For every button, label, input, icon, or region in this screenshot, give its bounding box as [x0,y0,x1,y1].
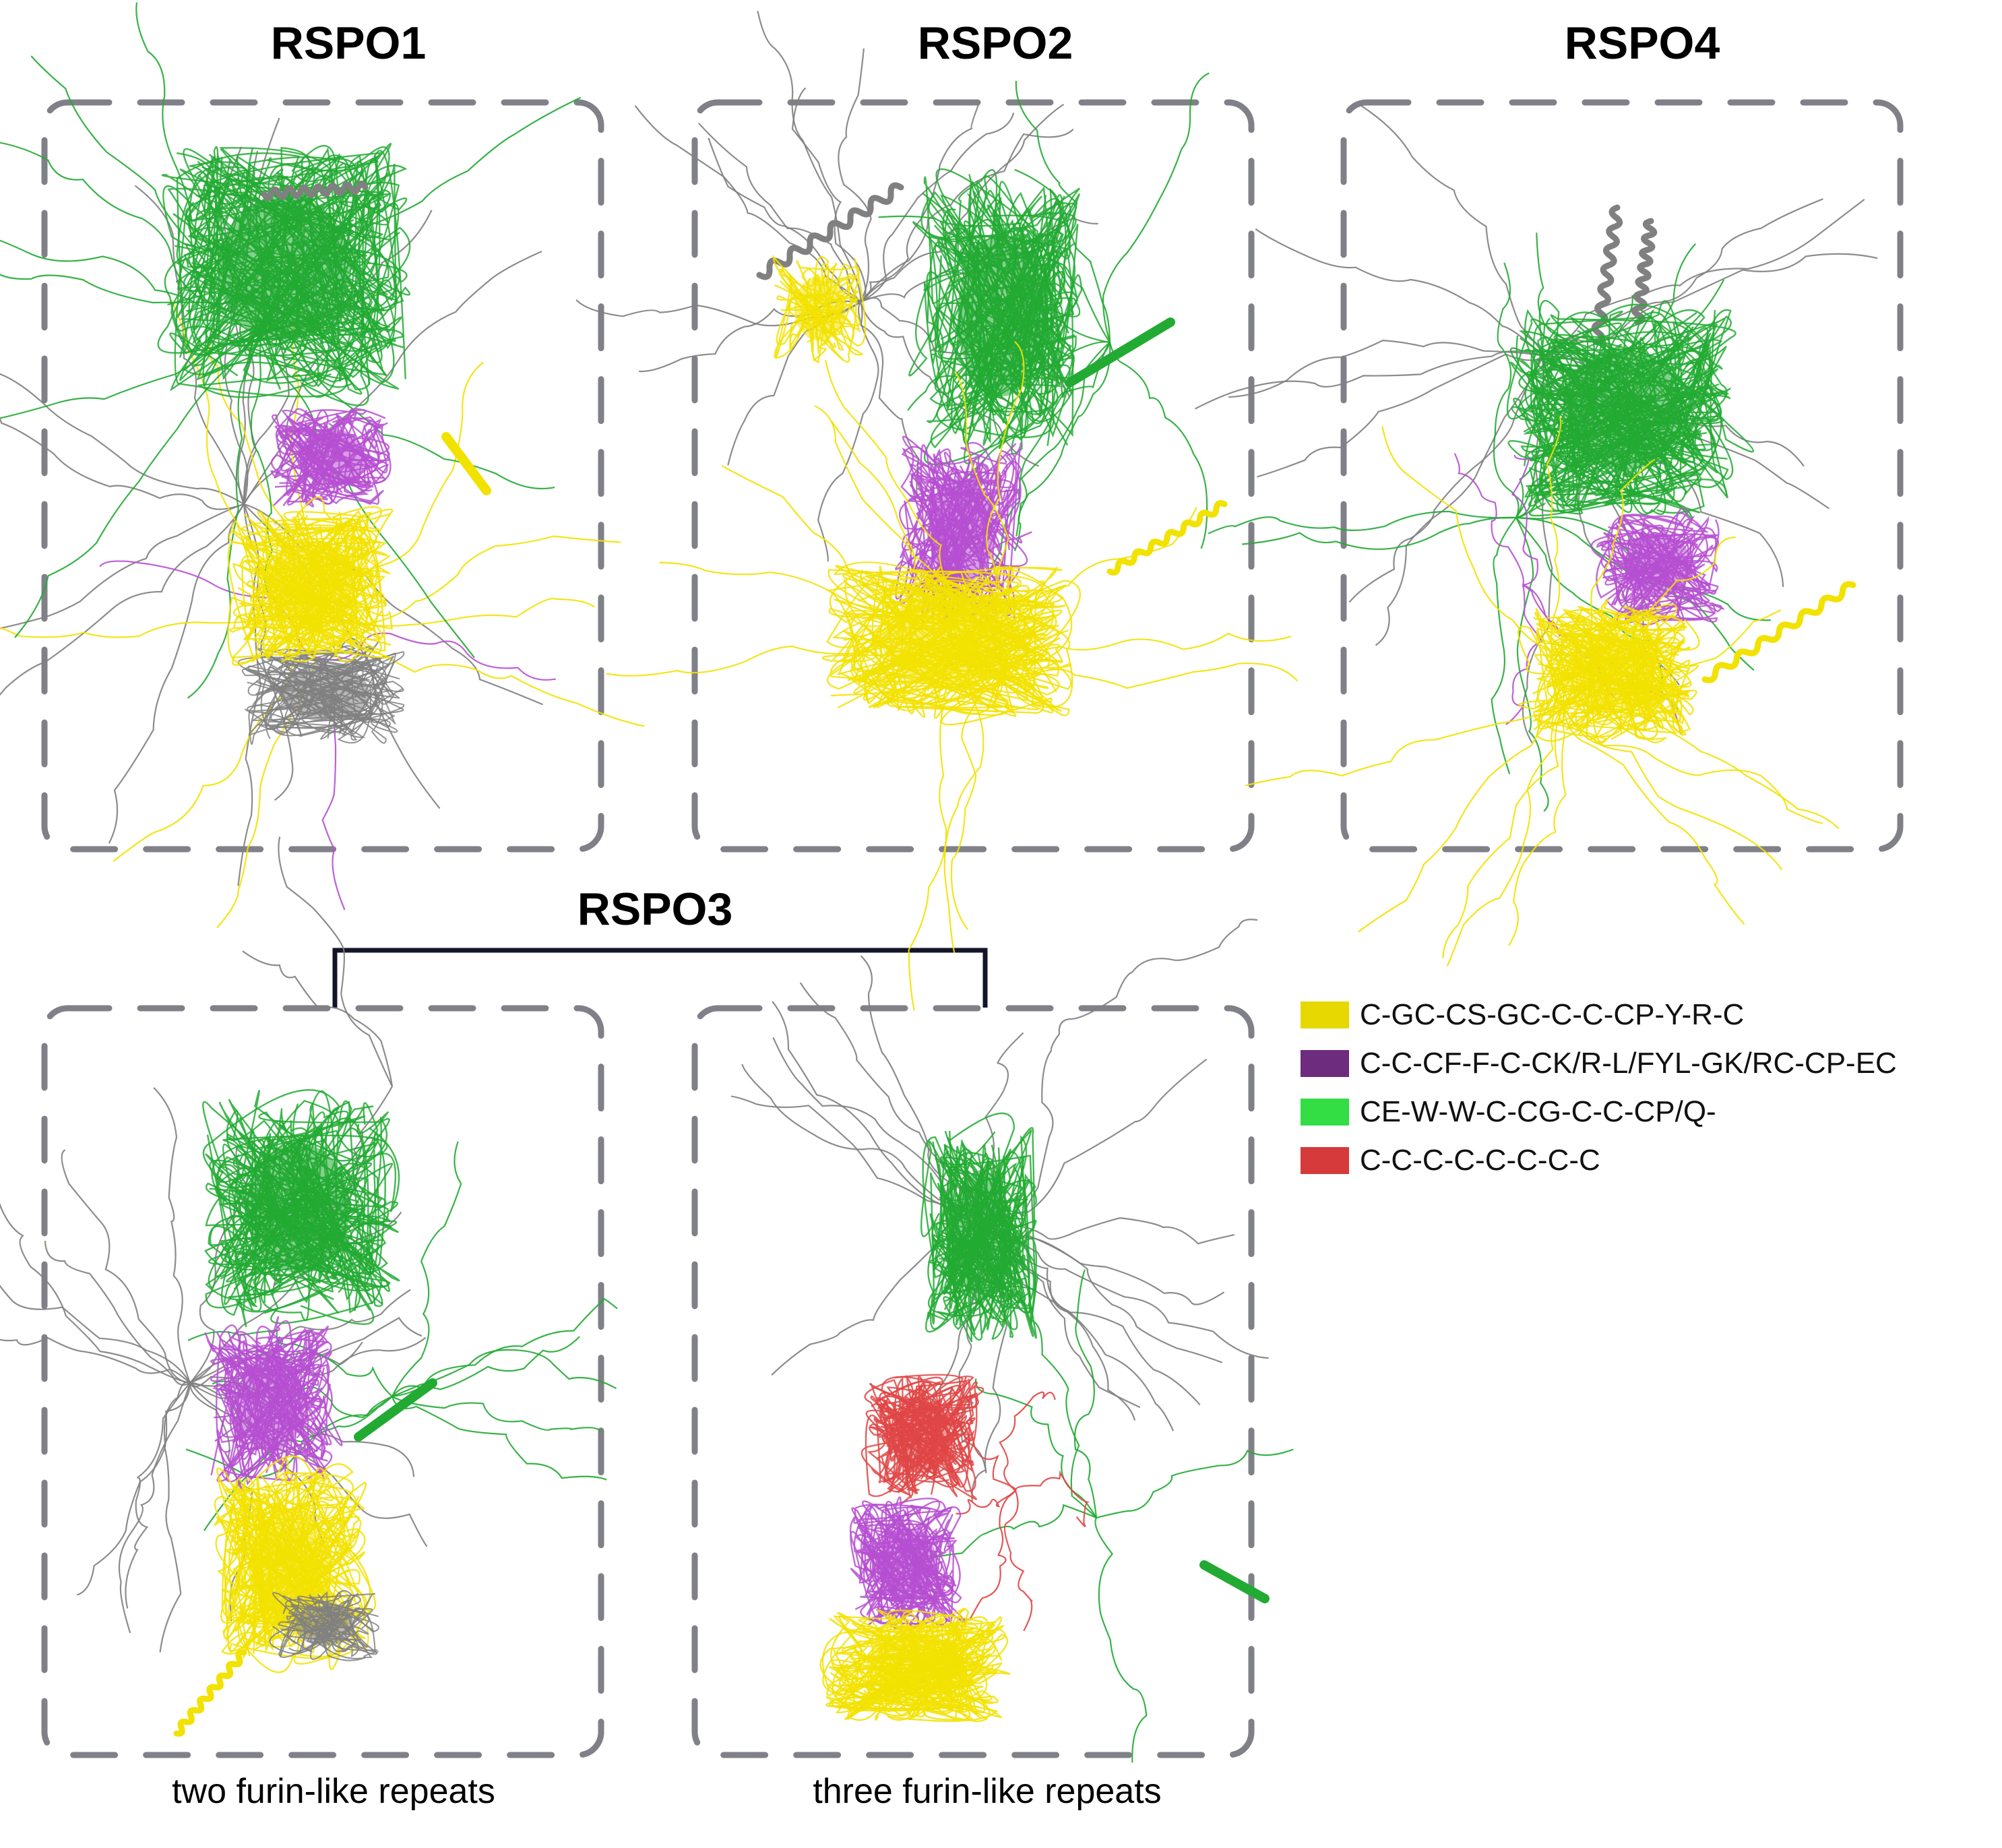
legend-swatch [1301,1002,1349,1028]
legend-item-green-motif: CE-W-W-C-CG-C-C-CP/Q- [1301,1095,2001,1135]
gray-helix [756,182,904,280]
green-strand [1199,1560,1270,1603]
gray-helix [261,180,369,202]
purple-domain [270,408,392,507]
structure-rspo1 [0,2,645,929]
structure-rspo2 [575,11,1299,1011]
dashed-frame [41,99,604,853]
legend-item-purple-motif: C-C-CF-F-C-CK/R-L/FYL-GK/RC-CP-EC [1301,1046,2001,1086]
title-rspo3: RSPO3 [577,884,733,935]
yellow-tails [606,341,1299,1011]
panel-rspo1 [0,2,645,929]
dashed-frame [1340,99,1904,853]
legend-item-yellow-motif: C-GC-CS-GC-C-C-CP-Y-R-C [1301,997,2001,1038]
green-strand [1065,317,1175,388]
red-tails [956,1391,1090,1632]
green-domain [157,143,411,406]
panel-rspo4 [1194,99,1904,966]
panel-rspo2 [575,11,1299,1011]
purple-domain [849,1496,967,1630]
legend-item-red-motif: C-C-C-C-C-C-C-C [1301,1143,2001,1183]
yellow-helix [173,1649,247,1737]
gray-tail [1022,919,1258,1218]
legend-label: C-C-CF-F-C-CK/R-L/FYL-GK/RC-CP-EC [1360,1047,1897,1080]
green-tails [0,2,582,699]
panel-rspo3-two-repeats [0,836,618,1758]
title-rspo4: RSPO4 [1564,18,1720,69]
yellow-helix [1106,500,1228,576]
yellow-strand [441,432,491,495]
green-strand [354,1378,437,1442]
red-domain [861,1374,984,1506]
legend-label: C-C-C-C-C-C-C-C [1360,1144,1600,1177]
green-domain [202,1089,400,1328]
structure-rspo4 [1194,99,1904,966]
yellow-domain [821,561,1081,726]
caption-three-furin-repeats: three furin-like repeats [813,1772,1162,1811]
green-tails [878,72,1210,598]
green-tails [904,1269,1294,1763]
title-rspo1: RSPO1 [270,18,427,69]
legend-label: C-GC-CS-GC-C-C-CP-Y-R-C [1360,998,1745,1031]
yellow-tails [1245,416,1840,966]
structure-rspo3-two-repeats [0,836,618,1758]
yellow-domain [819,1607,1011,1723]
yellow-helix [1701,581,1856,683]
gray-helix-2 [1631,218,1658,326]
structure-rspo3-three-repeats [691,919,1294,1763]
purple-domain [1590,507,1725,626]
legend-label: CE-W-W-C-CG-C-C-CP/Q- [1360,1095,1716,1128]
green-domain [908,168,1083,466]
legend-swatch [1301,1099,1349,1126]
purple-domain [204,1316,343,1492]
yellow-side-domain [772,254,867,364]
dashed-frame [691,1005,1255,1758]
title-rspo2: RSPO2 [917,18,1073,69]
green-domain [1506,300,1754,520]
legend-swatch [1301,1050,1349,1077]
yellow-domain [1517,598,1700,744]
yellow-domain [227,496,394,667]
caption-two-furin-repeats: two furin-like repeats [172,1772,495,1811]
dashed-frame [691,99,1255,853]
green-domain [920,1112,1037,1343]
legend-swatch [1301,1147,1349,1174]
panel-rspo3-three-repeats [691,919,1294,1763]
gray-cluster [269,1590,379,1661]
